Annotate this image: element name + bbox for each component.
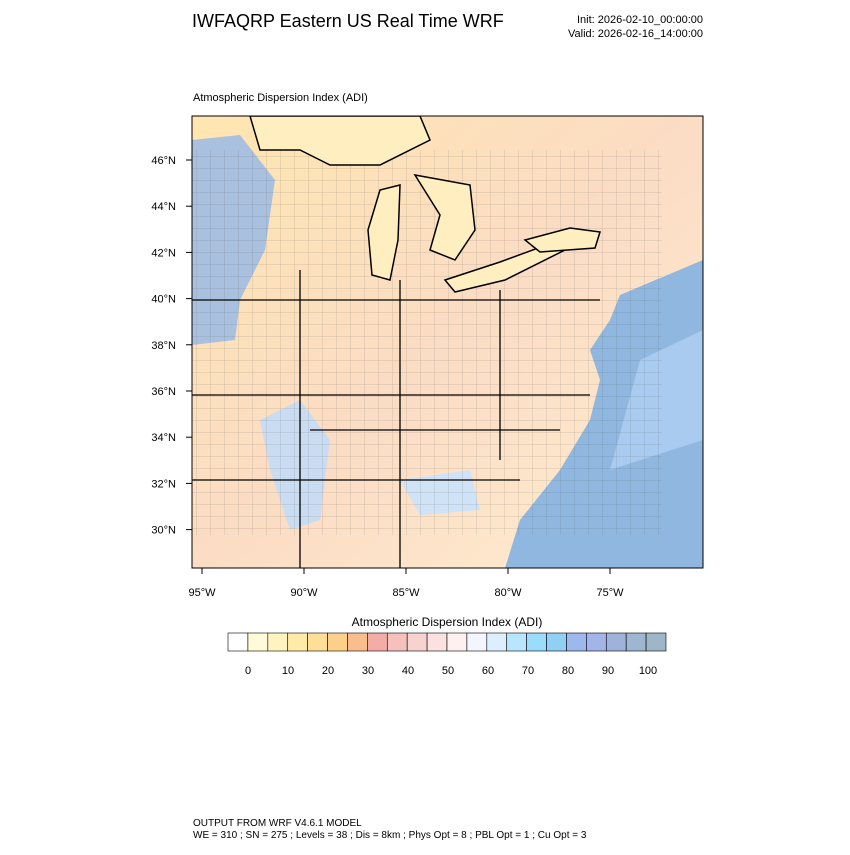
colorbar-box (586, 632, 607, 652)
lat-label: 42°N (151, 247, 176, 259)
lat-labels: 46°N 44°N 42°N 40°N 38°N 36°N 34°N 32°N 30°N (151, 155, 192, 537)
map-title: Atmospheric Dispersion Index (ADI) (193, 92, 368, 104)
lat-label: 34°N (151, 432, 176, 444)
colorbar-title: Atmospheric Dispersion Index (ADI) (352, 615, 543, 629)
colorbar-box (406, 632, 428, 652)
lat-label: 44°N (151, 201, 176, 213)
init-time: Init: 2026-02-10_00:00:00 (577, 14, 703, 26)
colorbar-box (227, 632, 249, 652)
lat-label: 40°N (151, 294, 176, 306)
colorbar-box (446, 632, 468, 652)
lon-label: 80°W (494, 587, 522, 599)
colorbar-box (605, 632, 627, 652)
lon-label: 95°W (188, 587, 216, 599)
colorbar-box (327, 632, 348, 652)
colorbar-tick-label: 10 (282, 665, 294, 677)
colorbar-box (486, 632, 508, 652)
colorbar-tick-label: 50 (442, 665, 454, 677)
lat-label: 30°N (151, 525, 176, 537)
valid-time: Valid: 2026-02-16_14:00:00 (568, 28, 703, 40)
colorbar-tick-label: 0 (245, 665, 251, 677)
colorbar-tick-label: 100 (639, 665, 657, 677)
lon-label: 85°W (392, 587, 420, 599)
map (192, 116, 703, 568)
colorbar-tick-label: 80 (562, 665, 574, 677)
colorbar-box (367, 632, 388, 652)
colorbar-box (347, 632, 368, 652)
lon-labels: 95°W 90°W 85°W 80°W 75°W (188, 568, 624, 599)
colorbar-tick-label: 40 (402, 665, 414, 677)
colorbar-box (625, 632, 647, 652)
colorbar-box (247, 632, 269, 652)
footer-line: WE = 310 ; SN = 275 ; Levels = 38 ; Dis … (193, 830, 587, 841)
colorbar-tick-label: 30 (362, 665, 374, 677)
colorbar-box (287, 632, 308, 652)
colorbar-box (267, 632, 289, 652)
colorbar-box (506, 632, 527, 652)
title: IWFAQRP Eastern US Real Time WRF (192, 11, 504, 31)
lat-label: 32°N (151, 478, 176, 490)
colorbar-tick-label: 20 (322, 665, 334, 677)
colorbar-box (386, 632, 408, 652)
colorbar-tick-label: 60 (482, 665, 494, 677)
colorbar-box (566, 632, 587, 652)
colorbar-tick-label: 70 (522, 665, 534, 677)
colorbar-box (426, 632, 448, 652)
lat-label: 36°N (151, 386, 176, 398)
colorbar-box (546, 632, 567, 652)
colorbar-box (526, 632, 547, 652)
lon-label: 90°W (290, 587, 318, 599)
footer-line: OUTPUT FROM WRF V4.6.1 MODEL (193, 818, 362, 829)
map-frame (191, 115, 704, 569)
colorbar: 0 10 20 30 40 50 60 70 80 90 100 (227, 632, 667, 677)
lat-label: 38°N (151, 340, 176, 352)
lat-label: 46°N (151, 155, 176, 167)
lon-label: 75°W (596, 587, 624, 599)
colorbar-box (645, 632, 667, 652)
colorbar-box (307, 632, 328, 652)
colorbar-box (466, 632, 488, 652)
colorbar-tick-label: 90 (602, 665, 614, 677)
